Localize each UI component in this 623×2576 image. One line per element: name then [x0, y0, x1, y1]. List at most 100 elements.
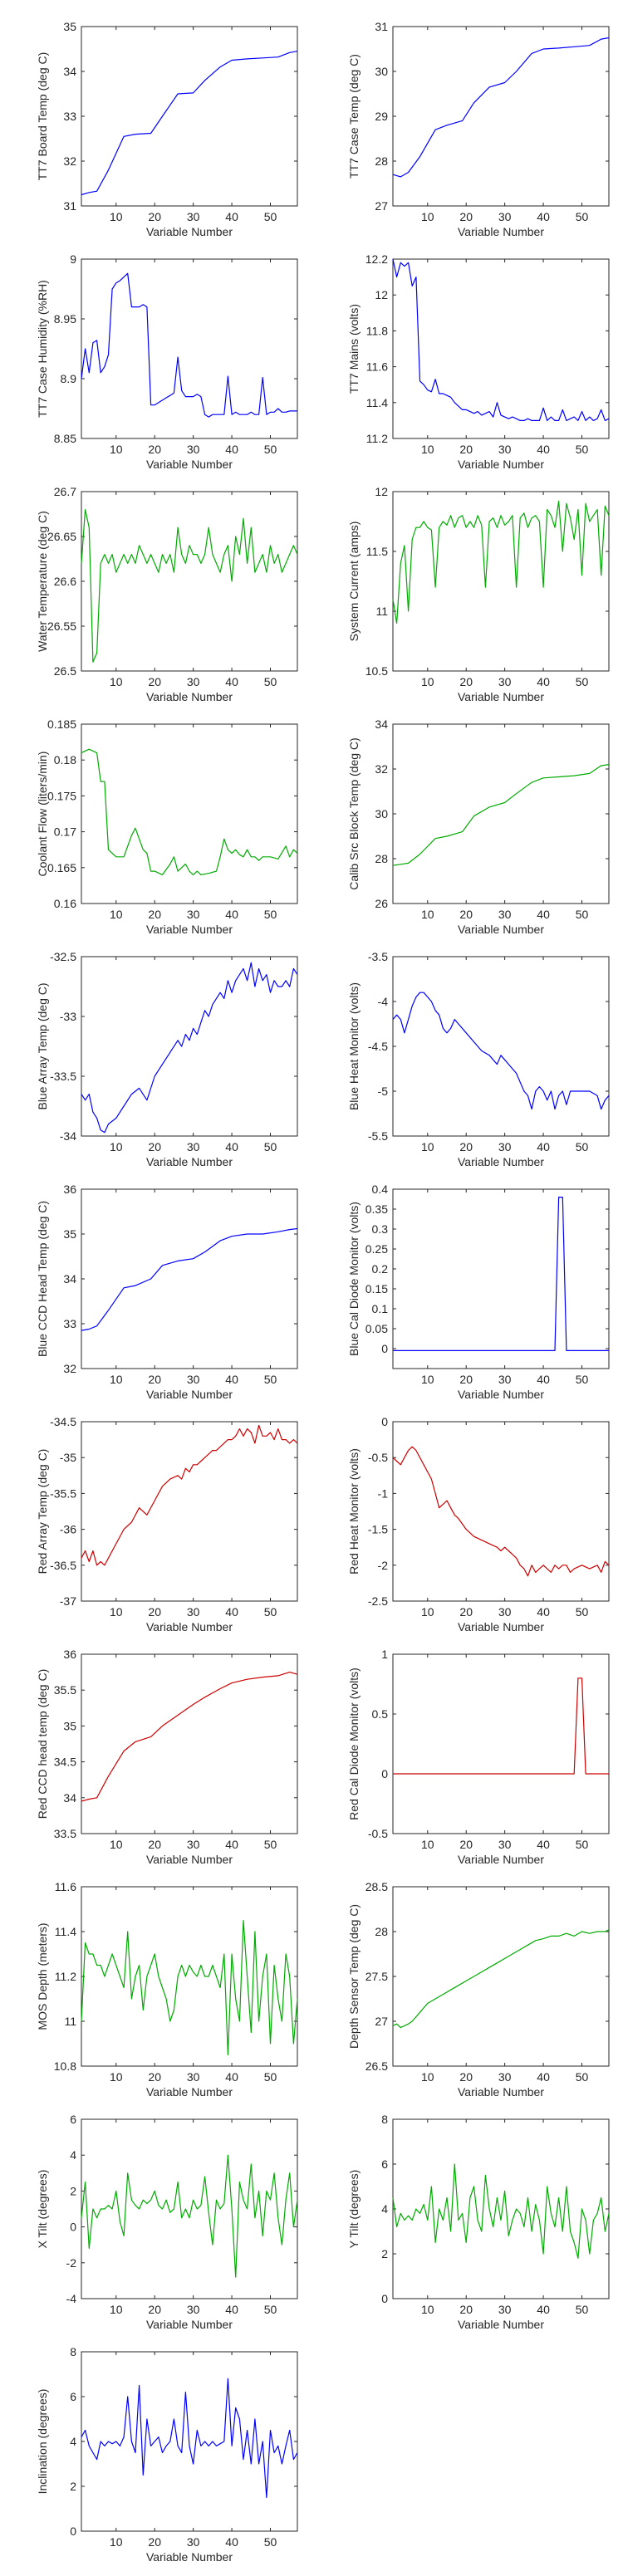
chart-panel-19: -4 -2 0 2 4 6 10 20 30 40 50 Variable Number X Tilt …	[0, 2111, 298, 2343]
x-tick-label: 40	[537, 2303, 550, 2316]
x-tick-label: 10	[110, 2303, 123, 2316]
y-axis-label: Coolant Flow (liters/min)	[36, 752, 49, 877]
x-tick-label: 40	[225, 210, 238, 223]
x-tick-label: 40	[537, 1605, 550, 1619]
x-tick-label: 40	[225, 908, 238, 921]
chart-panel-9: -34 -33.5 -33 -32.5 10 20 30 40 50 Variable Numbe…	[0, 948, 298, 1181]
series-line	[392, 1929, 610, 2029]
chart-panel-16: -0.5 0 0.5 1 10 20 30 40 50 Variable Number Red Ca…	[312, 1646, 610, 1878]
x-tick-label: 10	[110, 1605, 123, 1619]
chart-svg: -5.5 -5 -4.5 -4 -3.5 10 20 30 40 50 Variable Numbe…	[347, 950, 610, 1168]
chart-panel-6: 10.5 11 11.5 12 10 20 30 40 50 Variable Number Sys…	[312, 483, 610, 716]
plot-area	[392, 491, 610, 672]
chart-svg: -4 -2 0 2 4 6 10 20 30 40 50 Variable Number X Tilt …	[36, 2113, 298, 2331]
y-tick-label: 0	[70, 2221, 76, 2234]
y-tick-label: 4	[70, 2148, 76, 2162]
y-tick-label: 0	[381, 1767, 388, 1780]
x-tick-label: 20	[148, 1373, 161, 1386]
x-tick-label: 40	[225, 2535, 238, 2549]
chart-panel-14: -2.5 -2 -1.5 -1 -0.5 0 10 20 30 40 50 Variable Numb…	[312, 1413, 610, 1646]
y-tick-label: 9	[70, 252, 76, 266]
plot-area	[81, 2118, 298, 2299]
x-tick-label: 50	[264, 1373, 277, 1386]
x-tick-label: 10	[421, 1605, 434, 1619]
x-tick-label: 20	[148, 1605, 161, 1619]
y-tick-label: -0.5	[368, 1451, 388, 1464]
x-axis-label: Variable Number	[146, 1388, 233, 1401]
x-tick-label: 30	[187, 2303, 200, 2316]
series-line	[392, 992, 610, 1110]
y-tick-label: 34	[63, 1272, 76, 1286]
y-tick-label: 0.165	[47, 861, 76, 874]
x-tick-label: 30	[498, 908, 512, 921]
x-tick-label: 40	[537, 1140, 550, 1153]
y-tick-label: 34.5	[54, 1756, 76, 1769]
y-tick-label: 32	[63, 1362, 76, 1375]
y-tick-label: -34	[60, 1129, 76, 1143]
x-tick-label: 50	[264, 1140, 277, 1153]
chart-svg: 10.8 11 11.2 11.4 11.6 10 20 30 40 50 Variable Num…	[36, 1880, 298, 2099]
series-line	[81, 748, 298, 875]
x-axis-label: Variable Number	[458, 1620, 544, 1633]
x-axis-label: Variable Number	[458, 1388, 544, 1401]
y-axis-label: System Current (amps)	[347, 522, 361, 642]
y-tick-label: 12.2	[365, 252, 388, 266]
x-tick-label: 10	[421, 1140, 434, 1153]
x-tick-label: 10	[421, 443, 434, 456]
x-tick-label: 20	[148, 908, 161, 921]
y-axis-label: Blue Array Temp (deg C)	[36, 982, 49, 1109]
chart-panel-1: 31 32 33 34 35 10 20 30 40 50 Variable Number TT7 B…	[0, 18, 298, 251]
y-tick-label: 8.85	[54, 432, 76, 445]
y-tick-label: 28	[375, 1925, 388, 1938]
x-tick-label: 10	[110, 908, 123, 921]
x-tick-label: 10	[421, 2303, 434, 2316]
y-tick-label: -5.5	[368, 1129, 388, 1143]
x-tick-label: 40	[225, 1140, 238, 1153]
y-axis-label: TT7 Mains (volts)	[347, 304, 361, 394]
plot-area	[392, 1188, 610, 1369]
y-tick-label: 2	[381, 2247, 388, 2260]
y-tick-label: 1	[381, 1648, 388, 1661]
y-tick-label: 27	[375, 199, 388, 213]
x-tick-label: 10	[110, 1373, 123, 1386]
y-tick-label: 11.4	[55, 1925, 76, 1938]
x-tick-label: 10	[110, 2070, 123, 2084]
x-tick-label: 30	[498, 1373, 512, 1386]
y-tick-label: 0.18	[54, 753, 76, 766]
y-tick-label: 27	[375, 2015, 388, 2028]
series-line	[393, 1197, 609, 1351]
x-tick-label: 50	[576, 675, 589, 688]
y-axis-label: TT7 Case Temp (deg C)	[347, 54, 361, 179]
chart-grid: 31 32 33 34 35 10 20 30 40 50 Variable Number TT7 B…	[0, 18, 610, 2564]
y-tick-label: 0.05	[365, 1322, 388, 1335]
x-tick-label: 40	[225, 675, 238, 688]
y-tick-label: 0.35	[365, 1202, 388, 1216]
y-tick-label: 6	[70, 2390, 76, 2403]
y-tick-label: -36	[60, 1523, 76, 1536]
y-tick-label: 27.5	[365, 1970, 388, 1983]
y-tick-label: -2	[378, 1559, 389, 1572]
chart-svg: 26.5 27 27.5 28 28.5 10 20 30 40 50 Variable Numbe…	[347, 1880, 610, 2099]
plot-area	[81, 1421, 298, 1602]
series-line	[81, 1424, 298, 1566]
y-axis-label: MOS Depth (meters)	[36, 1922, 49, 2030]
y-tick-label: 11	[375, 605, 388, 618]
y-tick-label: 31	[63, 199, 76, 213]
x-tick-label: 40	[225, 2303, 238, 2316]
series-line	[81, 2154, 298, 2278]
chart-svg: -0.5 0 0.5 1 10 20 30 40 50 Variable Number Red Ca…	[347, 1648, 610, 1866]
chart-svg: -2.5 -2 -1.5 -1 -0.5 0 10 20 30 40 50 Variable Numb…	[347, 1415, 610, 1633]
chart-svg: 11.2 11.4 11.6 11.8 12 12.2 10 20 30 40 50 Variable…	[347, 252, 610, 471]
x-tick-label: 30	[187, 1373, 200, 1386]
y-tick-label: 0.25	[365, 1242, 388, 1256]
x-tick-label: 20	[459, 2070, 473, 2084]
x-axis-label: Variable Number	[146, 1620, 233, 1633]
x-tick-label: 20	[459, 210, 473, 223]
series-line	[81, 1672, 298, 1802]
y-tick-label: 35	[63, 20, 76, 33]
y-tick-label: 35.5	[54, 1683, 76, 1697]
y-tick-label: -5	[378, 1085, 389, 1098]
y-tick-label: 0.15	[365, 1282, 388, 1295]
y-tick-label: 28	[375, 154, 388, 168]
x-tick-label: 20	[148, 443, 161, 456]
